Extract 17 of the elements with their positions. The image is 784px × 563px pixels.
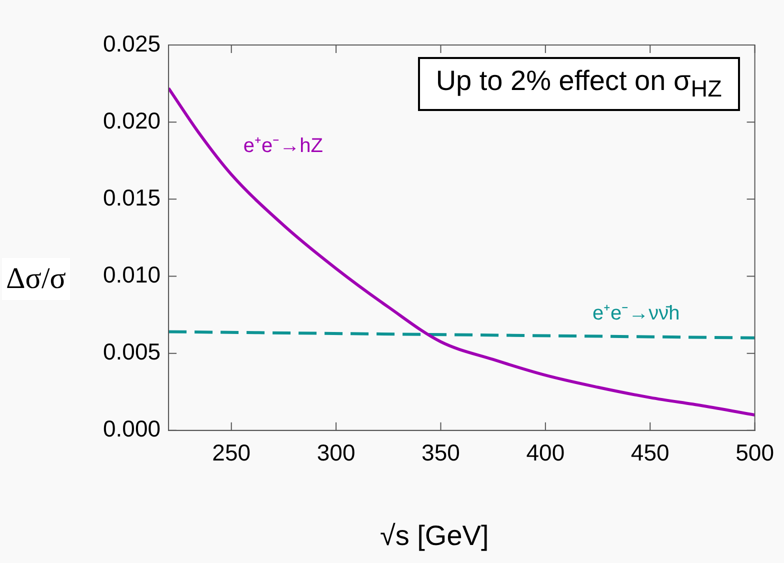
y-axis-title: Δσ/σ: [2, 258, 70, 300]
x-axis-title: √s [GeV]: [380, 520, 489, 552]
x-tick-label: 450: [630, 440, 670, 466]
series-label: e⁺e⁻→hZ: [243, 135, 323, 158]
y-tick-label: 0.010: [102, 262, 161, 288]
y-tick-label: 0.025: [102, 30, 161, 56]
annotation: Up to 2% effect on σ$_{HZ}$: [418, 57, 740, 111]
x-tick-label: 400: [526, 440, 565, 466]
y-tick-label: 0.000: [102, 416, 161, 442]
series-label: e⁺e⁻→νν̄h: [592, 302, 680, 324]
x-tick-label: 500: [736, 440, 774, 466]
y-tick-label: 0.015: [102, 184, 161, 211]
y-tick-label: 0.020: [102, 107, 161, 134]
x-tick-label: 250: [212, 440, 251, 466]
x-tick-label: 300: [316, 440, 356, 466]
y-tick-label: 0.005: [102, 338, 161, 365]
x-tick-label: 350: [422, 440, 460, 466]
